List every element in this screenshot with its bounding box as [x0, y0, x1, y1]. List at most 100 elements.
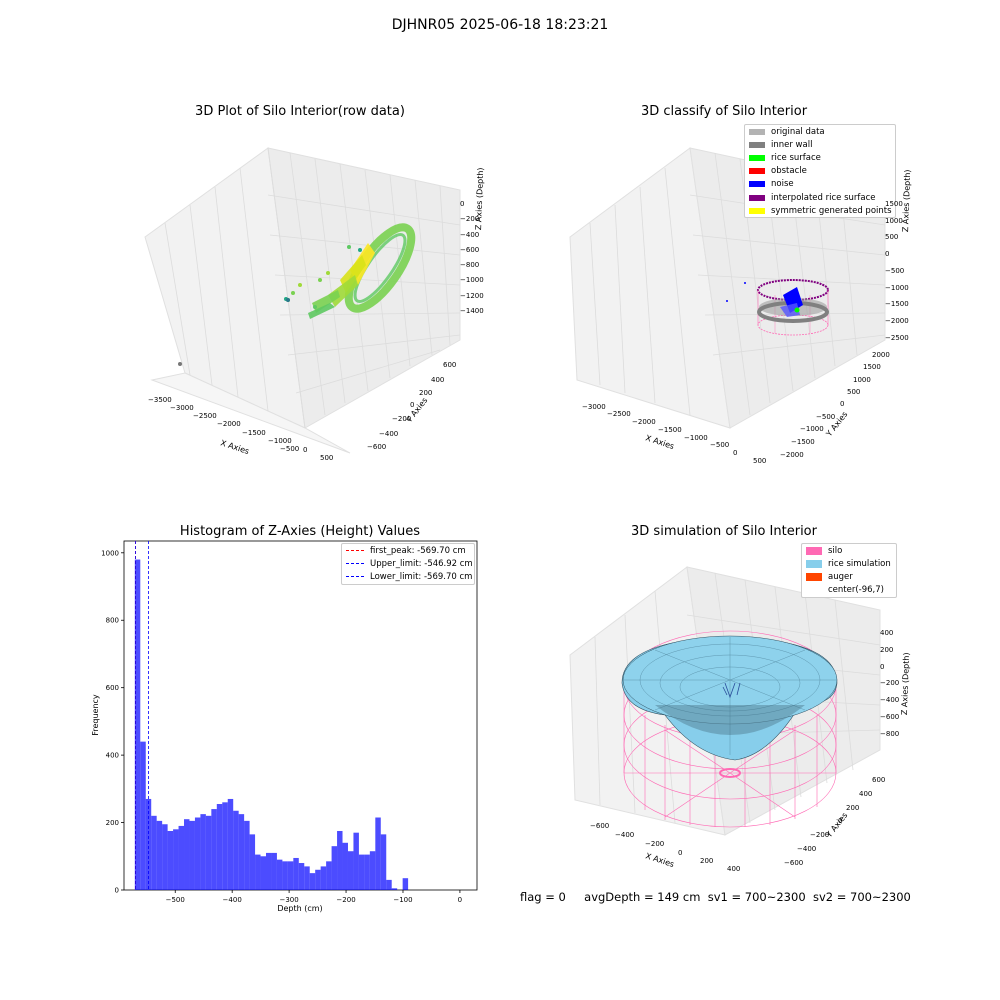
- svg-text:−200: −200: [392, 415, 411, 423]
- histogram-bar: [287, 861, 294, 890]
- svg-text:−500: −500: [280, 445, 299, 453]
- raw-y-ticks: 600 400 200 0 −200 −400 −600 Y Axies: [367, 361, 456, 451]
- svg-text:Y Axies: Y Axies: [824, 811, 850, 840]
- svg-text:400: 400: [727, 865, 740, 873]
- histogram-bars: [134, 559, 409, 890]
- histogram-bar: [331, 846, 338, 890]
- y-tick-label: 600: [106, 684, 119, 692]
- histogram-bar: [255, 854, 261, 890]
- legend-item: noise: [745, 178, 895, 191]
- status-line: flag = 0 avgDepth = 149 cm sv1 = 700~230…: [520, 890, 911, 904]
- legend-item: inner wall: [745, 138, 895, 151]
- legend-item: Lower_limit: -569.70 cm: [342, 570, 474, 583]
- y-tick-label: 800: [106, 617, 119, 625]
- svg-text:−200: −200: [810, 831, 829, 839]
- svg-text:1000: 1000: [853, 376, 871, 384]
- histogram-bar: [315, 869, 321, 890]
- svg-text:X Axies: X Axies: [644, 433, 675, 451]
- legend-line-upper-limit: [346, 563, 364, 565]
- histogram-bar: [364, 854, 370, 890]
- classify-y-ticks: 2000 1500 1000 500 0 −500 −1000 −1500 −2…: [780, 351, 890, 459]
- histogram-bar: [391, 888, 398, 890]
- histogram-legend: first_peak: -569.70 cm Upper_limit: -546…: [341, 543, 475, 585]
- histogram-bar: [216, 804, 223, 890]
- histogram-bar: [233, 810, 239, 890]
- svg-text:−400: −400: [797, 845, 816, 853]
- svg-text:−400: −400: [615, 831, 634, 839]
- legend-swatch-silo: [806, 546, 822, 555]
- histogram-bar: [369, 851, 376, 890]
- histogram-y-ticks: 0 200 400 600 800 1000: [101, 549, 124, 895]
- histogram-bar: [238, 814, 245, 890]
- sv2-value: sv2 = 700~2300: [812, 890, 911, 904]
- raw-z-ticks: 0 −200 −400 −600 −800 −1000 −1200 −1400: [460, 200, 484, 316]
- legend-swatch-interpolated: [749, 194, 765, 201]
- legend-item: rice simulation: [802, 557, 896, 570]
- histogram-bar: [298, 863, 305, 890]
- classify-legend: original data inner wall rice surface ob…: [744, 124, 896, 219]
- svg-text:−500: −500: [710, 441, 729, 449]
- classify-z-label: Z Axies (Depth): [901, 169, 913, 233]
- histogram-bar: [194, 817, 201, 890]
- svg-text:0: 0: [303, 446, 307, 454]
- avg-depth-value: avgDepth = 149 cm: [584, 890, 701, 904]
- histogram-bar: [347, 851, 354, 890]
- histogram-bar: [156, 820, 163, 890]
- svg-text:−1500: −1500: [658, 426, 682, 434]
- svg-text:X Axies: X Axies: [219, 438, 250, 456]
- svg-text:−200: −200: [645, 840, 664, 848]
- svg-text:−2000: −2000: [780, 451, 804, 459]
- histogram-bar: [337, 830, 343, 890]
- svg-text:−2000: −2000: [217, 420, 241, 428]
- simulation-y-ticks: 600 400 200 0 −200 −400 −600 Y Axies: [784, 776, 885, 867]
- svg-text:−400: −400: [379, 430, 398, 438]
- histogram-bar: [260, 856, 266, 890]
- svg-text:Y Axies: Y Axies: [404, 396, 430, 425]
- legend-line-first-peak: [346, 550, 364, 552]
- legend-swatch-auger: [806, 572, 822, 581]
- simulation-x-ticks: −600 −400 −200 0 200 400 X Axies: [590, 822, 740, 873]
- histogram-bar: [167, 830, 174, 890]
- legend-item: center(-96,7): [802, 584, 896, 597]
- y-tick-label: 200: [106, 819, 119, 827]
- histogram-bar: [178, 825, 185, 890]
- svg-text:1500: 1500: [863, 363, 881, 371]
- svg-text:0: 0: [733, 449, 737, 457]
- flag-value: flag = 0: [520, 890, 566, 904]
- svg-text:600: 600: [872, 776, 885, 784]
- simulation-z-label: Z Axies (Depth): [899, 652, 912, 716]
- svg-text:−1500: −1500: [791, 438, 815, 446]
- legend-swatch-symmetric: [749, 207, 765, 214]
- histogram-bar: [342, 842, 348, 890]
- svg-text:500: 500: [320, 454, 333, 462]
- histogram-bar: [265, 852, 272, 890]
- svg-text:500: 500: [753, 457, 766, 465]
- legend-item: silo: [802, 544, 896, 557]
- histogram-bar: [293, 857, 299, 890]
- histogram-bar: [227, 798, 234, 890]
- svg-text:600: 600: [443, 361, 456, 369]
- simulation-3d-plot: [569, 566, 881, 836]
- svg-text:0: 0: [838, 817, 842, 825]
- legend-swatch-rice-surface: [749, 154, 765, 161]
- svg-text:−1500: −1500: [242, 429, 266, 437]
- histogram-bar: [151, 815, 157, 890]
- histogram-bar: [200, 814, 206, 890]
- histogram-bar: [205, 815, 212, 890]
- histogram-bar: [386, 879, 392, 890]
- legend-item: original data: [745, 125, 895, 138]
- histogram-bar: [222, 802, 228, 890]
- histogram-bar: [211, 809, 217, 890]
- histogram-bar: [309, 873, 316, 890]
- svg-text:0: 0: [410, 401, 414, 409]
- x-tick-label: 0: [458, 896, 462, 904]
- svg-text:500: 500: [847, 388, 860, 396]
- simulation-plot-title: 3D simulation of Silo Interior: [631, 524, 817, 539]
- raw-axes-box: [144, 147, 461, 454]
- histogram-bar: [173, 829, 179, 890]
- svg-text:−1000: −1000: [684, 434, 708, 442]
- histogram-bar: [358, 854, 365, 890]
- x-tick-label: −500: [166, 896, 185, 904]
- histogram-bar: [162, 824, 168, 890]
- histogram-y-label: Frequency: [91, 694, 100, 736]
